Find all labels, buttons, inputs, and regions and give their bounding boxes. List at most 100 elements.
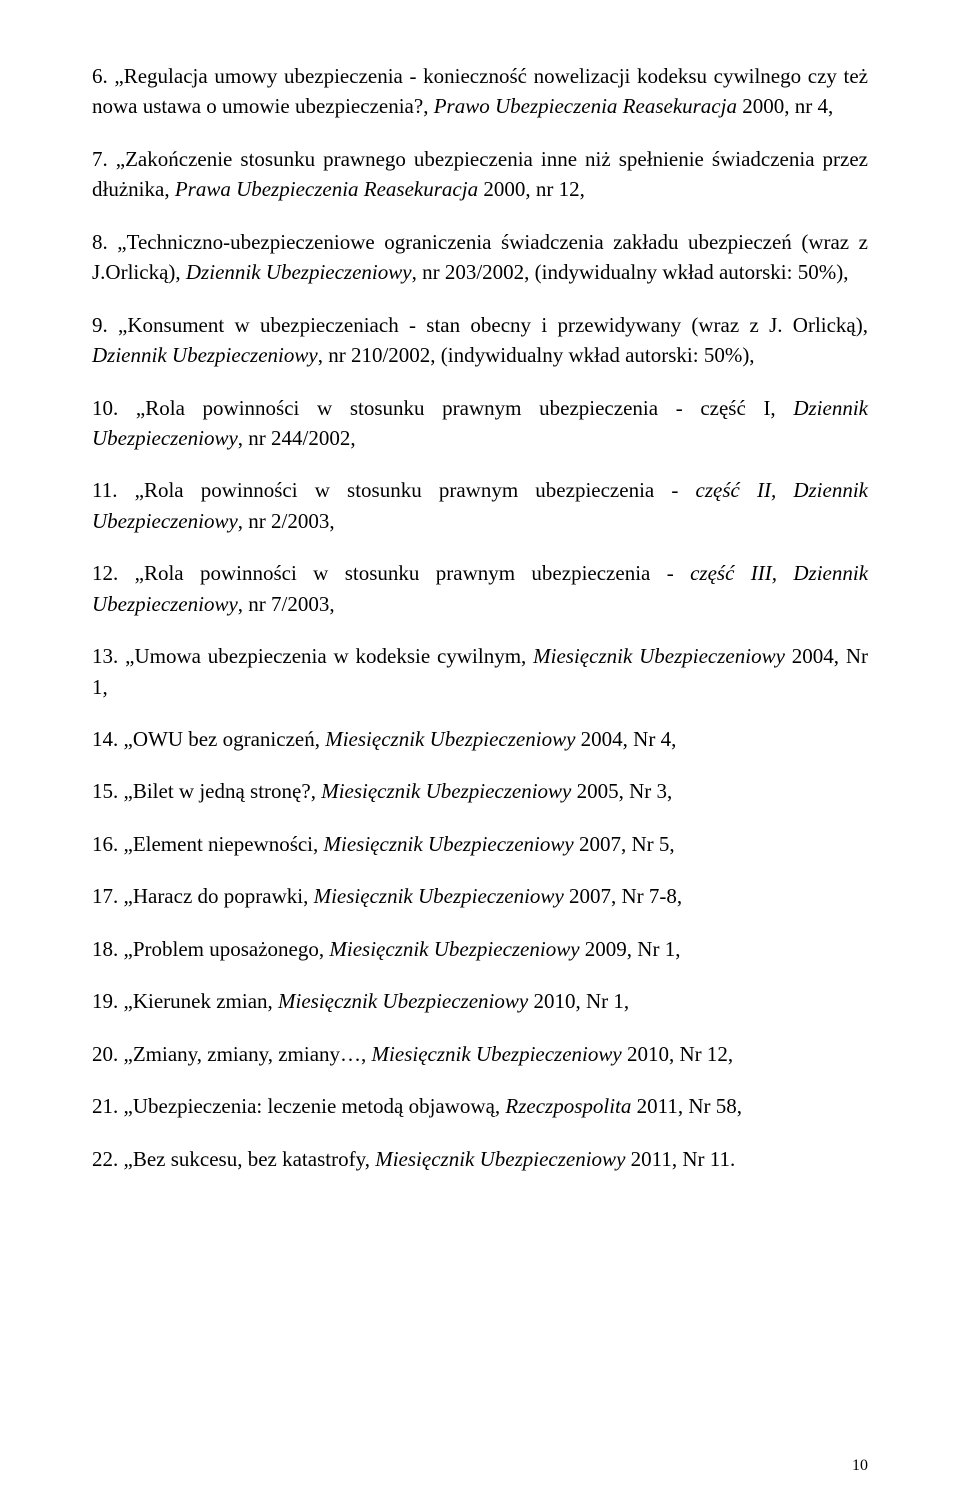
list-entry: 17. „Haracz do poprawki, Miesięcznik Ube… bbox=[92, 881, 868, 911]
entry-prefix: . bbox=[113, 1042, 124, 1066]
entry-prefix: . bbox=[103, 313, 119, 337]
entry-quote-open: „ bbox=[124, 832, 133, 856]
entry-quote-open: „ bbox=[124, 727, 133, 751]
entry-title: OWU bez ograniczeń bbox=[133, 727, 315, 751]
entry-quote-close: , bbox=[164, 177, 175, 201]
entry-quote-close: , bbox=[303, 884, 314, 908]
list-entry: 20. „Zmiany, zmiany, zmiany…, Miesięczni… bbox=[92, 1039, 868, 1069]
list-entry: 18. „Problem uposażonego, Miesięcznik Ub… bbox=[92, 934, 868, 964]
list-entry: 12. „Rola powinności w stosunku prawnym … bbox=[92, 558, 868, 619]
entry-quote-close: - bbox=[650, 561, 690, 585]
entry-quote-open: „ bbox=[124, 937, 133, 961]
entry-quote-close: ?, bbox=[414, 94, 434, 118]
list-entry: 19. „Kierunek zmian, Miesięcznik Ubezpie… bbox=[92, 986, 868, 1016]
list-entry: 11. „Rola powinności w stosunku prawnym … bbox=[92, 475, 868, 536]
list-entry: 6. „Regulacja umowy ubezpieczenia - koni… bbox=[92, 61, 868, 122]
entries-container: 6. „Regulacja umowy ubezpieczenia - koni… bbox=[92, 61, 868, 1174]
entry-details: 2004, Nr 4, bbox=[575, 727, 676, 751]
entry-details: , nr 7/2003, bbox=[238, 592, 335, 616]
entry-number: 20 bbox=[92, 1042, 113, 1066]
entry-prefix: . bbox=[113, 1147, 124, 1171]
entry-prefix: . bbox=[113, 727, 124, 751]
entry-journal: Miesięcznik Ubezpieczeniowy bbox=[325, 727, 575, 751]
entry-prefix: . bbox=[103, 230, 118, 254]
list-entry: 7. „Zakończenie stosunku prawnego ubezpi… bbox=[92, 144, 868, 205]
entry-journal: Miesięcznik Ubezpieczeniowy bbox=[372, 1042, 622, 1066]
entry-prefix: . bbox=[103, 147, 116, 171]
list-entry: 22. „Bez sukcesu, bez katastrofy, Miesię… bbox=[92, 1144, 868, 1174]
entry-number: 22 bbox=[92, 1147, 113, 1171]
entry-quote-open: „ bbox=[117, 230, 126, 254]
entry-title: Bilet w jedną stronę bbox=[133, 779, 302, 803]
entry-prefix: . bbox=[113, 937, 124, 961]
entry-quote-close: - bbox=[654, 478, 695, 502]
entry-journal: Rzeczpospolita bbox=[505, 1094, 631, 1118]
entry-title: Techniczno-ubezpieczeniowe ograniczenia … bbox=[127, 230, 792, 254]
entry-title: Element niepewności bbox=[133, 832, 313, 856]
entry-journal: Prawa Ubezpieczenia Reasekuracja bbox=[175, 177, 478, 201]
entry-title: Ubezpieczenia: leczenie metodą objawową bbox=[133, 1094, 495, 1118]
entry-details: 2000, nr 12, bbox=[478, 177, 585, 201]
entry-title: Haracz do poprawki bbox=[133, 884, 303, 908]
list-entry: 8. „Techniczno-ubezpieczeniowe ogranicze… bbox=[92, 227, 868, 288]
entry-quote-open: „ bbox=[135, 561, 144, 585]
entry-quote-open: „ bbox=[118, 313, 127, 337]
entry-details: , nr 210/2002, (indywidualny wkład autor… bbox=[318, 343, 755, 367]
entry-number: 6 bbox=[92, 64, 103, 88]
entry-quote-open: „ bbox=[124, 1147, 133, 1171]
entry-quote-open: „ bbox=[124, 1094, 133, 1118]
entry-journal: Miesięcznik Ubezpieczeniowy bbox=[324, 832, 574, 856]
entry-details: 2009, Nr 1, bbox=[580, 937, 681, 961]
entry-details: 2005, Nr 3, bbox=[571, 779, 672, 803]
entry-quote-close: (wraz z J. Orlicką), bbox=[681, 313, 868, 337]
entry-prefix: . bbox=[113, 561, 135, 585]
entry-prefix: . bbox=[113, 644, 125, 668]
entry-prefix: . bbox=[103, 64, 115, 88]
entry-journal: Miesięcznik Ubezpieczeniowy bbox=[321, 779, 571, 803]
list-entry: 13. „Umowa ubezpieczenia w kodeksie cywi… bbox=[92, 641, 868, 702]
entry-prefix: . bbox=[113, 989, 124, 1013]
entry-quote-close: , bbox=[313, 832, 324, 856]
entry-number: 16 bbox=[92, 832, 113, 856]
list-entry: 10. „Rola powinności w stosunku prawnym … bbox=[92, 393, 868, 454]
entry-details: 2011, Nr 58, bbox=[631, 1094, 742, 1118]
entry-journal: Miesięcznik Ubezpieczeniowy bbox=[375, 1147, 625, 1171]
entry-number: 8 bbox=[92, 230, 103, 254]
entry-quote-open: „ bbox=[116, 147, 125, 171]
entry-title: Konsument w ubezpieczeniach - stan obecn… bbox=[127, 313, 681, 337]
entry-title: Umowa ubezpieczenia w kodeksie cywilnym bbox=[134, 644, 521, 668]
entry-quote-close: , bbox=[521, 644, 533, 668]
entry-quote-close: , bbox=[365, 1147, 376, 1171]
entry-quote-close: , bbox=[268, 989, 279, 1013]
list-entry: 15. „Bilet w jedną stronę?, Miesięcznik … bbox=[92, 776, 868, 806]
entry-number: 12 bbox=[92, 561, 113, 585]
list-entry: 21. „Ubezpieczenia: leczenie metodą obja… bbox=[92, 1091, 868, 1121]
entry-quote-open: „ bbox=[124, 884, 133, 908]
entry-number: 10 bbox=[92, 396, 113, 420]
entry-title: Rola powinności w stosunku prawnym ubezp… bbox=[144, 478, 654, 502]
entry-details: , nr 244/2002, bbox=[238, 426, 356, 450]
entry-details: 2010, Nr 12, bbox=[622, 1042, 733, 1066]
entry-details: 2000, nr 4, bbox=[737, 94, 833, 118]
entry-number: 17 bbox=[92, 884, 113, 908]
entry-prefix: . bbox=[113, 1094, 124, 1118]
entry-journal: Miesięcznik Ubezpieczeniowy bbox=[278, 989, 528, 1013]
entry-journal: Miesięcznik Ubezpieczeniowy bbox=[314, 884, 564, 908]
page-number: 10 bbox=[852, 1457, 868, 1475]
entry-details: 2007, Nr 7-8, bbox=[564, 884, 682, 908]
entry-quote-open: „ bbox=[124, 989, 133, 1013]
entry-number: 13 bbox=[92, 644, 113, 668]
entry-quote-close: , bbox=[361, 1042, 372, 1066]
entry-prefix: . bbox=[113, 396, 136, 420]
entry-details: 2007, Nr 5, bbox=[574, 832, 675, 856]
entry-number: 14 bbox=[92, 727, 113, 751]
list-entry: 16. „Element niepewności, Miesięcznik Ub… bbox=[92, 829, 868, 859]
entry-number: 21 bbox=[92, 1094, 113, 1118]
entry-quote-close: - część I, bbox=[658, 396, 793, 420]
entry-number: 18 bbox=[92, 937, 113, 961]
entry-quote-open: „ bbox=[136, 396, 145, 420]
entry-quote-open: „ bbox=[114, 64, 123, 88]
entry-number: 15 bbox=[92, 779, 113, 803]
entry-title: Kierunek zmian bbox=[133, 989, 268, 1013]
entry-number: 9 bbox=[92, 313, 103, 337]
